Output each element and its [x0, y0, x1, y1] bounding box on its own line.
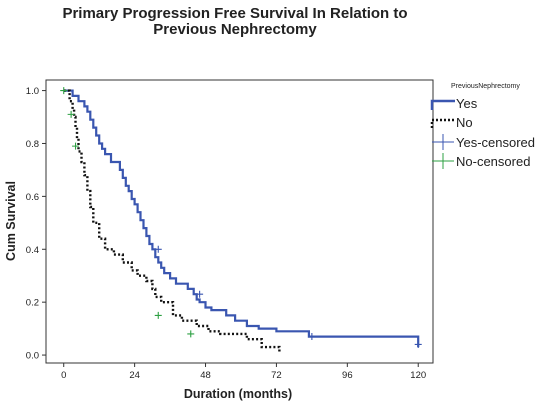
chart-title-line-1: Primary Progression Free Survival In Rel…	[62, 5, 407, 22]
censor-marker-yes	[154, 245, 162, 253]
x-tick-label: 48	[200, 370, 211, 381]
legend-item-yes: Yes	[430, 96, 478, 111]
legend-label-no-censored: No-censored	[456, 154, 530, 169]
x-tick-label: 96	[342, 370, 353, 381]
y-tick-label: 0.2	[26, 298, 39, 309]
x-tick-label: 120	[410, 370, 426, 381]
censored-markers	[60, 87, 422, 348]
y-axis-title: Cum Survival	[4, 181, 18, 261]
legend-label-yes: Yes	[456, 96, 478, 111]
chart-title: Primary Progression Free Survival In Rel…	[62, 5, 407, 38]
legend-label-yes-censored: Yes-censored	[456, 135, 535, 150]
censor-marker-yes	[414, 340, 422, 348]
censor-marker-no	[72, 142, 80, 150]
x-tick-label: 72	[271, 370, 282, 381]
y-tick-label: 0.8	[26, 139, 39, 150]
chart-title-line-2: Previous Nephrectomy	[153, 21, 317, 38]
x-axis-ticks: 0 24 48 72 96 120	[61, 363, 426, 381]
x-tick-label: 24	[129, 370, 140, 381]
series-layer	[63, 89, 420, 353]
y-tick-label: 1.0	[26, 86, 39, 97]
legend-item-no: No	[430, 115, 473, 130]
censor-marker-no	[154, 311, 162, 319]
plot-frame	[45, 79, 434, 364]
legend-item-yes-censored: Yes-censored	[432, 134, 535, 150]
censor-marker-yes	[308, 333, 316, 341]
y-axis-ticks: 0.0 0.2 0.4 0.6 0.8 1.0	[26, 86, 46, 362]
legend: PreviousNephrectomy Yes No Yes-censored …	[430, 83, 535, 169]
legend-item-no-censored: No-censored	[432, 153, 530, 169]
legend-title: PreviousNephrectomy	[451, 83, 520, 90]
censor-marker-no	[187, 330, 195, 338]
series-line-yes	[63, 89, 420, 348]
censor-marker-no	[60, 87, 68, 95]
x-tick-label: 0	[61, 370, 66, 381]
censor-marker-no	[67, 110, 75, 118]
legend-label-no: No	[456, 115, 473, 130]
series-line-no	[63, 89, 281, 353]
legend-swatch-yes	[430, 99, 455, 110]
y-tick-label: 0.4	[26, 245, 39, 256]
y-tick-label: 0.0	[26, 351, 39, 362]
x-axis-title: Duration (months)	[184, 387, 292, 401]
legend-swatch-yes-censored	[432, 134, 454, 150]
legend-swatch-no-censored	[432, 153, 454, 169]
legend-swatch-no	[430, 118, 455, 128]
censor-marker-yes	[196, 290, 204, 298]
y-tick-label: 0.6	[26, 192, 39, 203]
